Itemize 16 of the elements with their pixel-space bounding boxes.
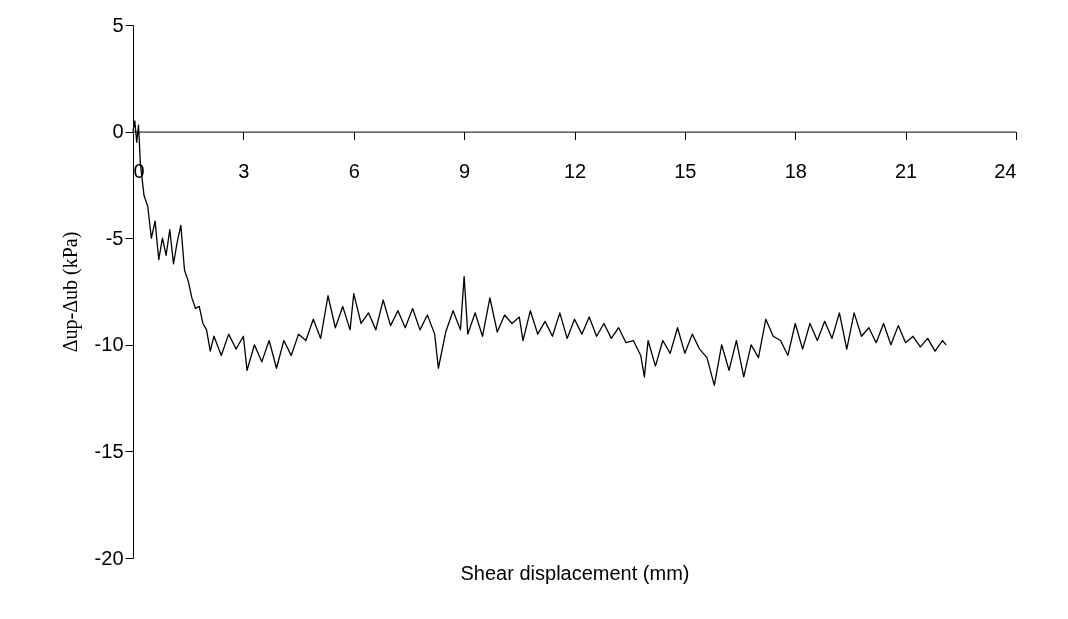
y-tick-label: -10: [94, 333, 124, 356]
x-axis-title: Shear displacement (mm): [460, 561, 690, 584]
y-tick-label: 5: [112, 13, 124, 36]
x-tick-label: 15: [674, 160, 697, 183]
y-tick-label: 0: [112, 120, 124, 143]
x-tick-label: 24: [994, 160, 1017, 183]
y-axis-title: Δup-Δub (kPa): [58, 231, 82, 353]
y-tick-label: -15: [94, 439, 124, 462]
x-tick-label: 18: [784, 160, 807, 183]
x-tick-label: 9: [459, 160, 471, 183]
y-tick-label: -20: [94, 546, 124, 569]
x-tick-label: 12: [563, 160, 587, 183]
y-tick-label: -5: [105, 226, 124, 249]
x-tick-label: 3: [238, 160, 250, 183]
x-tick-label: 6: [348, 160, 360, 183]
x-tick-label: 21: [895, 160, 918, 183]
